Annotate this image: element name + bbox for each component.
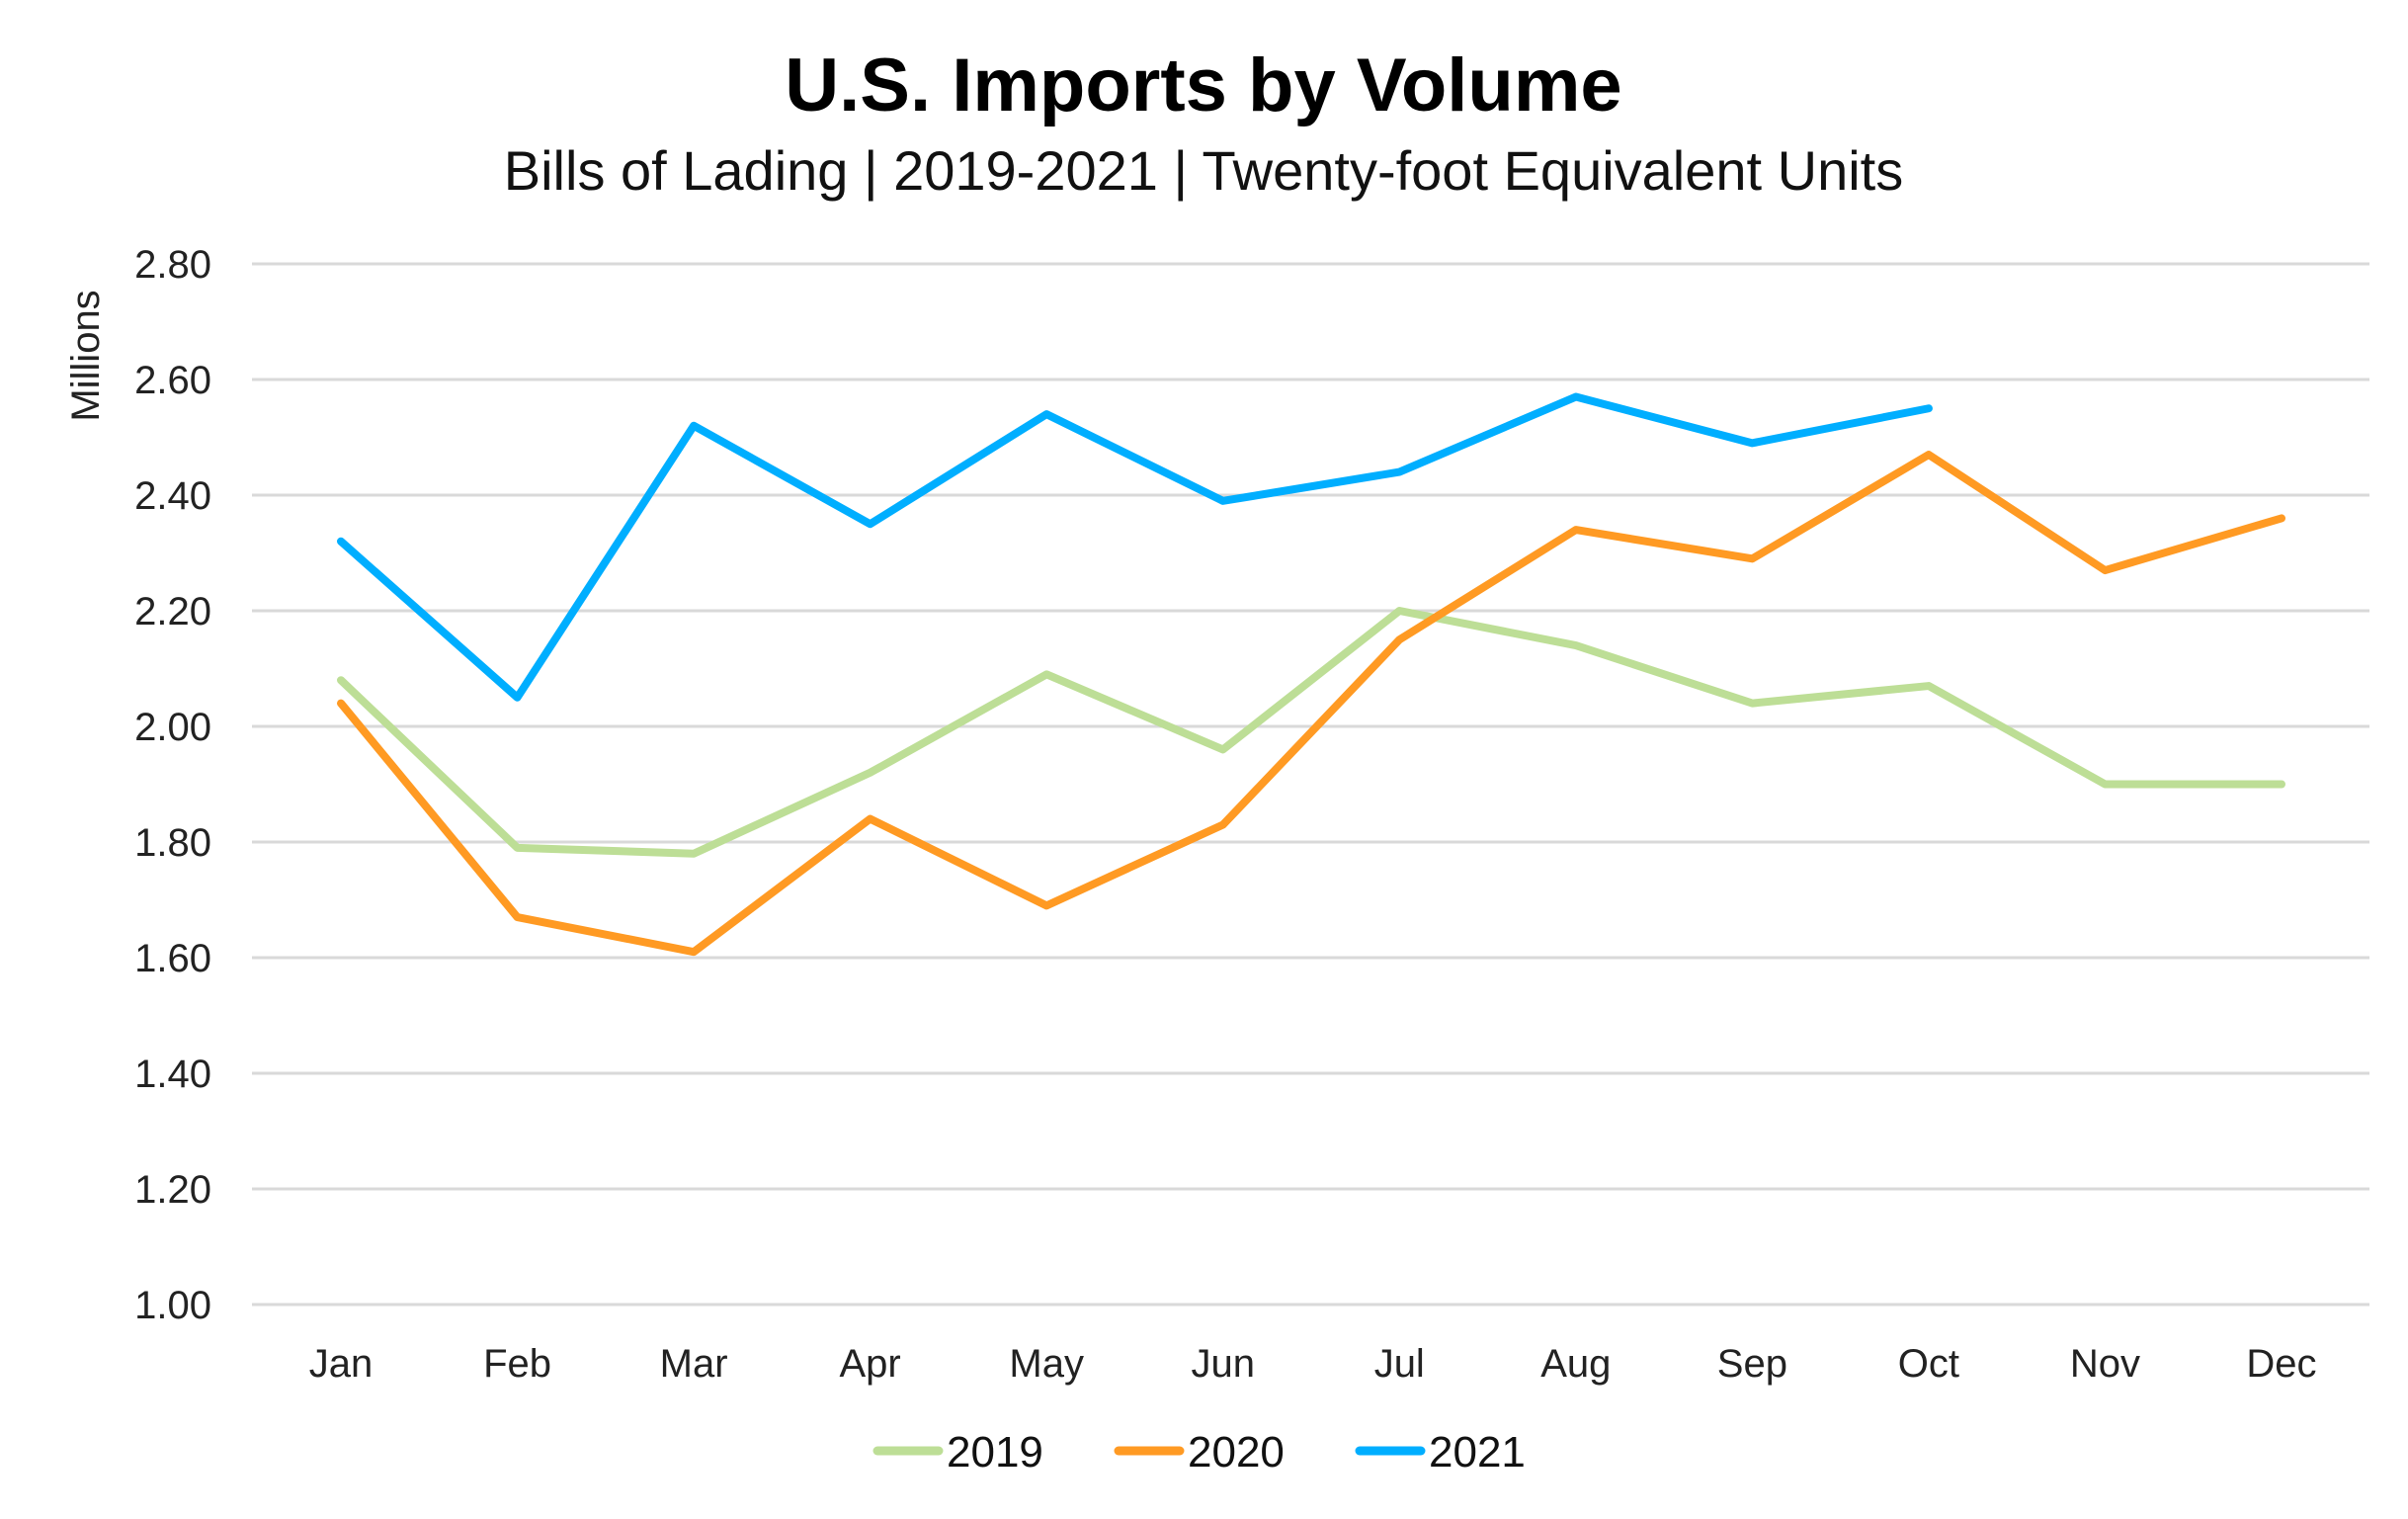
chart-title: U.S. Imports by Volume <box>785 43 1621 127</box>
x-tick-label: May <box>1009 1342 1084 1386</box>
series-line-2021 <box>337 392 1933 702</box>
legend-item-2021: 2021 <box>1355 1428 1526 1477</box>
x-tick-label: Dec <box>2246 1342 2316 1386</box>
x-tick-labels: Jan Feb Mar Apr May Jun Jul Aug Sep Oct Nov Dec <box>309 1342 2317 1386</box>
series-line-2019 <box>337 607 2285 858</box>
legend: 2019 2020 2021 <box>872 1428 1526 1477</box>
legend-label: 2021 <box>1429 1428 1526 1477</box>
legend-label: 2020 <box>1188 1428 1285 1477</box>
y-tick-label: 1.20 <box>134 1168 211 1212</box>
y-tick-label: 1.40 <box>134 1053 211 1096</box>
legend-item-2019: 2019 <box>872 1428 1043 1477</box>
gridlines <box>252 262 2369 1307</box>
x-tick-label: Jun <box>1191 1342 1255 1386</box>
series-line-2020 <box>337 451 2285 957</box>
y-axis-label: Millions <box>64 290 108 421</box>
x-tick-label: Aug <box>1540 1342 1611 1386</box>
y-tick-label: 2.60 <box>134 359 211 402</box>
y-tick-label: 2.00 <box>134 706 211 749</box>
legend-label: 2019 <box>947 1428 1043 1477</box>
chart-subtitle: Bills of Lading | 2019-2021 | Twenty-foo… <box>504 139 1903 202</box>
x-tick-label: Feb <box>483 1342 551 1386</box>
y-tick-label: 1.80 <box>134 821 211 865</box>
x-tick-label: Oct <box>1898 1342 1959 1386</box>
y-tick-label: 2.40 <box>134 474 211 518</box>
x-tick-label: Nov <box>2070 1342 2140 1386</box>
legend-item-2020: 2020 <box>1114 1428 1285 1477</box>
x-tick-label: Sep <box>1717 1342 1787 1386</box>
x-tick-label: Mar <box>660 1342 728 1386</box>
y-tick-label: 2.20 <box>134 590 211 633</box>
x-tick-label: Jan <box>309 1342 374 1386</box>
y-tick-labels: 1.00 1.20 1.40 1.60 1.80 2.00 2.20 2.40 2.60 2.80 <box>134 243 211 1327</box>
x-tick-label: Apr <box>840 1342 901 1386</box>
y-tick-label: 1.60 <box>134 937 211 980</box>
y-tick-label: 2.80 <box>134 243 211 287</box>
series-lines <box>337 392 2285 957</box>
y-tick-label: 1.00 <box>134 1284 211 1327</box>
x-tick-label: Jul <box>1374 1342 1425 1386</box>
